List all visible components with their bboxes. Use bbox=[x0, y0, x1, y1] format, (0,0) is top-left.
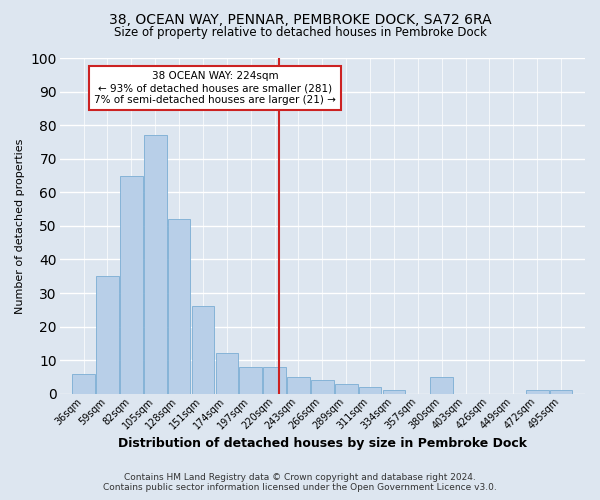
Bar bbox=[263, 367, 286, 394]
Bar bbox=[430, 377, 453, 394]
Bar bbox=[191, 306, 214, 394]
Text: 38, OCEAN WAY, PENNAR, PEMBROKE DOCK, SA72 6RA: 38, OCEAN WAY, PENNAR, PEMBROKE DOCK, SA… bbox=[109, 12, 491, 26]
Bar bbox=[359, 387, 382, 394]
Y-axis label: Number of detached properties: Number of detached properties bbox=[15, 138, 25, 314]
Bar bbox=[120, 176, 143, 394]
Bar bbox=[383, 390, 406, 394]
Text: 38 OCEAN WAY: 224sqm
← 93% of detached houses are smaller (281)
7% of semi-detac: 38 OCEAN WAY: 224sqm ← 93% of detached h… bbox=[94, 72, 336, 104]
Bar bbox=[550, 390, 572, 394]
Text: Size of property relative to detached houses in Pembroke Dock: Size of property relative to detached ho… bbox=[113, 26, 487, 39]
Bar bbox=[144, 135, 167, 394]
Bar bbox=[239, 367, 262, 394]
Bar bbox=[168, 219, 190, 394]
Bar bbox=[526, 390, 548, 394]
Bar bbox=[215, 354, 238, 394]
Bar bbox=[311, 380, 334, 394]
Bar bbox=[335, 384, 358, 394]
Bar bbox=[287, 377, 310, 394]
Bar bbox=[96, 276, 119, 394]
X-axis label: Distribution of detached houses by size in Pembroke Dock: Distribution of detached houses by size … bbox=[118, 437, 527, 450]
Bar bbox=[72, 374, 95, 394]
Text: Contains HM Land Registry data © Crown copyright and database right 2024.
Contai: Contains HM Land Registry data © Crown c… bbox=[103, 473, 497, 492]
